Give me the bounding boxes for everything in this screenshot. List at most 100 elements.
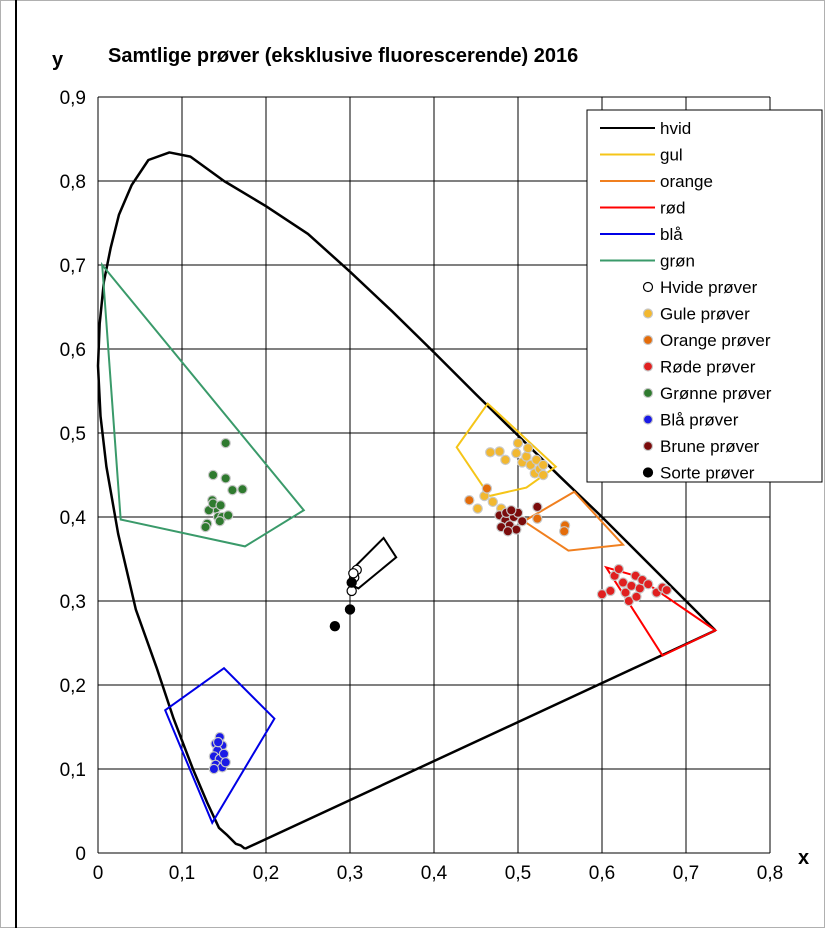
legend-label-orange: orange — [660, 172, 713, 191]
y-tick-label: 0,7 — [60, 256, 86, 277]
x-axis-label: x — [798, 847, 809, 869]
point-brune-prøver — [532, 501, 543, 513]
point-gule-prøver — [531, 454, 542, 466]
point-grønne-prøver — [200, 521, 211, 533]
point-grønne-prøver — [207, 469, 219, 481]
legend-label-grøn: grøn — [660, 252, 695, 271]
point-gule-prøver — [472, 503, 483, 514]
point-gule-prøver — [522, 442, 534, 454]
point-hvide-prøver — [348, 568, 359, 579]
legend: hvid gul orange rød blå grøn Hvide prøver Gule … — [586, 109, 823, 483]
region-gul — [455, 402, 558, 498]
point-brune-prøver — [502, 526, 514, 537]
point-røde-prøver — [643, 579, 654, 590]
point-røde-prøver — [626, 580, 637, 592]
legend-label-grønne-prøver: Grønne prøver — [660, 384, 772, 403]
y-tick-label: 0,6 — [60, 340, 86, 361]
legend-label-gul: gul — [660, 146, 683, 165]
y-tick-label: 0 — [75, 844, 86, 865]
point-grønne-prøver — [215, 500, 226, 511]
legend-label-orange-prøver: Orange prøver — [660, 331, 771, 350]
point-gule-prøver — [494, 446, 505, 457]
legend-label-rød: rød — [660, 199, 686, 218]
legend-label-hvide-prøver: Hvide prøver — [660, 278, 758, 297]
legend-marker-orange-prøver — [642, 334, 654, 346]
purple-line — [244, 629, 716, 850]
point-orange-prøver — [532, 513, 543, 524]
point-blå-prøver — [212, 736, 224, 748]
legend-label-blå: blå — [660, 225, 683, 244]
x-tick-label: 0,4 — [421, 863, 448, 884]
y-tick-label: 0,8 — [60, 172, 86, 193]
color-regions — [100, 261, 718, 825]
legend-marker-gule-prøver — [642, 308, 654, 319]
point-blå-prøver — [220, 757, 231, 768]
point-gule-prøver — [485, 447, 496, 458]
point-blå-prøver — [218, 748, 230, 760]
x-tick-label: 0,8 — [757, 863, 783, 884]
point-gule-prøver — [512, 437, 524, 449]
point-brune-prøver — [517, 516, 528, 527]
region-orange — [521, 490, 626, 552]
legend-marker-brune-prøver — [642, 440, 654, 452]
point-orange-prøver — [481, 483, 493, 494]
x-tick-label: 0,5 — [505, 863, 531, 884]
legend-marker-grønne-prøver — [642, 387, 654, 399]
point-røde-prøver — [605, 585, 616, 597]
x-tick-label: 0,2 — [253, 863, 279, 884]
y-tick-label: 0,2 — [60, 676, 86, 697]
legend-marker-røde-prøver — [642, 361, 654, 372]
point-blå-prøver — [208, 763, 220, 775]
point-sorte-prøver — [344, 604, 356, 615]
point-sorte-prøver — [329, 621, 341, 632]
region-grøn — [100, 261, 306, 548]
point-grønne-prøver — [220, 437, 231, 449]
spectral-locus — [96, 151, 717, 850]
point-orange-prøver — [464, 495, 475, 506]
y-tick-label: 0,1 — [60, 760, 86, 781]
x-tick-labels: 0 0,1 0,2 0,3 0,4 0,5 0,6 0,7 0,8 — [93, 863, 784, 884]
point-grønne-prøver — [237, 484, 248, 495]
point-røde-prøver — [661, 584, 672, 596]
x-tick-label: 0 — [93, 863, 104, 884]
point-gule-prøver — [500, 454, 511, 466]
legend-label-blå-prøver: Blå prøver — [660, 411, 739, 430]
point-grønne-prøver — [222, 510, 234, 521]
y-tick-label: 0,5 — [60, 424, 86, 445]
point-grønne-prøver — [227, 484, 238, 496]
y-tick-label: 0,4 — [60, 508, 87, 529]
legend-label-brune-prøver: Brune prøver — [660, 437, 760, 456]
point-grønne-prøver — [220, 473, 231, 484]
point-røde-prøver — [613, 563, 625, 575]
legend-label-sorte-prøver: Sorte prøver — [660, 464, 755, 483]
spectral-locus-curve — [96, 151, 717, 850]
legend-marker-blå-prøver — [642, 414, 654, 425]
x-tick-label: 0,7 — [673, 863, 699, 884]
point-brune-prøver — [506, 505, 517, 516]
y-tick-label: 0,3 — [60, 592, 86, 613]
legend-marker-sorte-prøver — [642, 467, 654, 478]
point-orange-prøver — [559, 526, 570, 537]
point-gule-prøver — [521, 451, 532, 462]
legend-label-røde-prøver: Røde prøver — [660, 358, 756, 377]
point-røde-prøver — [631, 591, 642, 603]
y-tick-label: 0,9 — [60, 88, 86, 109]
legend-box — [586, 109, 823, 483]
legend-label-gule-prøver: Gule prøver — [660, 305, 750, 324]
legend-marker-hvide-prøver — [642, 281, 654, 293]
point-gule-prøver — [538, 459, 549, 471]
x-tick-label: 0,6 — [589, 863, 615, 884]
point-gule-prøver — [511, 447, 522, 459]
point-grønne-prøver — [214, 516, 225, 527]
sample-points — [200, 437, 672, 775]
y-tick-labels: 0 0,1 0,2 0,3 0,4 0,5 0,6 0,7 0,8 0,9 — [60, 88, 87, 865]
point-gule-prøver — [487, 496, 498, 508]
point-sorte-prøver — [346, 577, 357, 588]
point-gule-prøver — [538, 469, 549, 481]
point-brune-prøver — [511, 524, 522, 535]
region-blå — [163, 666, 276, 825]
x-tick-label: 0,3 — [337, 863, 363, 884]
chart-title: Samtlige prøver (eksklusive fluoresceren… — [108, 45, 578, 67]
